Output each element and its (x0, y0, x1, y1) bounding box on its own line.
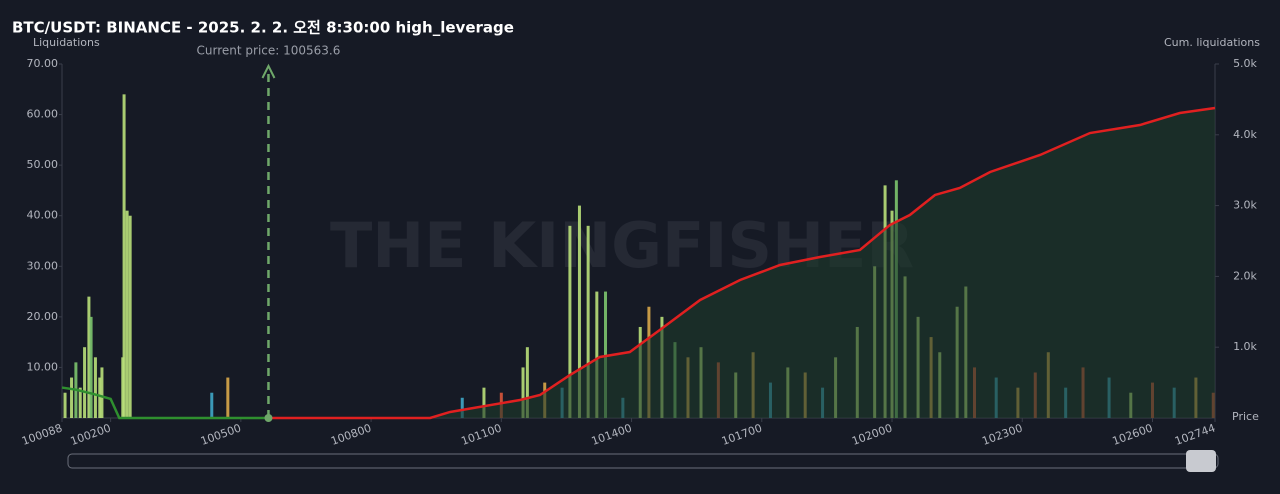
current-price-arrow (261, 63, 276, 79)
bar (460, 397, 464, 418)
y2-tick-label: 5.0k (1233, 57, 1257, 70)
bar (128, 215, 132, 418)
cum-line (268, 106, 1216, 420)
y-tick-label: 20.00 (27, 310, 59, 323)
bar (226, 377, 230, 418)
bar (577, 205, 581, 418)
bar (586, 225, 590, 418)
y-tick-label: 60.00 (27, 108, 59, 121)
bar (87, 296, 91, 418)
y-tick-label: 30.00 (27, 259, 59, 272)
bar (210, 392, 214, 418)
annotation: Current price: 100563.6 (197, 44, 341, 58)
chart-title: BTC/USDT: BINANCE - 2025. 2. 2. 오전 8:30:… (12, 19, 514, 37)
y2-tick-label: 3.0k (1233, 199, 1257, 212)
y2-tick-label: 1.0k (1233, 340, 1257, 353)
y-tick-label: 10.00 (27, 360, 59, 373)
y2-axis-label: Cum. liquidations (1164, 36, 1260, 49)
bar (125, 210, 129, 418)
bar (525, 347, 529, 418)
bar (100, 367, 104, 418)
y2-tick-label: 2.0k (1233, 269, 1257, 282)
y2-tick-label: 4.0k (1233, 128, 1257, 141)
y-tick-label: 40.00 (27, 209, 59, 222)
x-axis-label: Price (1232, 410, 1259, 423)
plot-area (63, 94, 1216, 418)
bar (98, 377, 102, 418)
scroll-handle[interactable] (1186, 450, 1216, 472)
bar (70, 377, 74, 418)
y-tick-label: 70.00 (27, 57, 59, 70)
bar (122, 94, 126, 418)
bar (89, 316, 93, 418)
y-axis-label: Liquidations (33, 36, 100, 49)
bar (521, 367, 525, 418)
cum-line (61, 386, 269, 420)
scrollbar[interactable] (67, 453, 1219, 469)
bar (568, 225, 572, 418)
bar (63, 392, 67, 418)
current-price-dot (264, 414, 273, 422)
bar (78, 387, 82, 418)
bar (83, 347, 87, 418)
bar (482, 387, 486, 418)
y-tick-label: 50.00 (27, 158, 59, 171)
cum-area (268, 107, 1216, 418)
bar (93, 357, 97, 418)
bar (595, 291, 599, 418)
